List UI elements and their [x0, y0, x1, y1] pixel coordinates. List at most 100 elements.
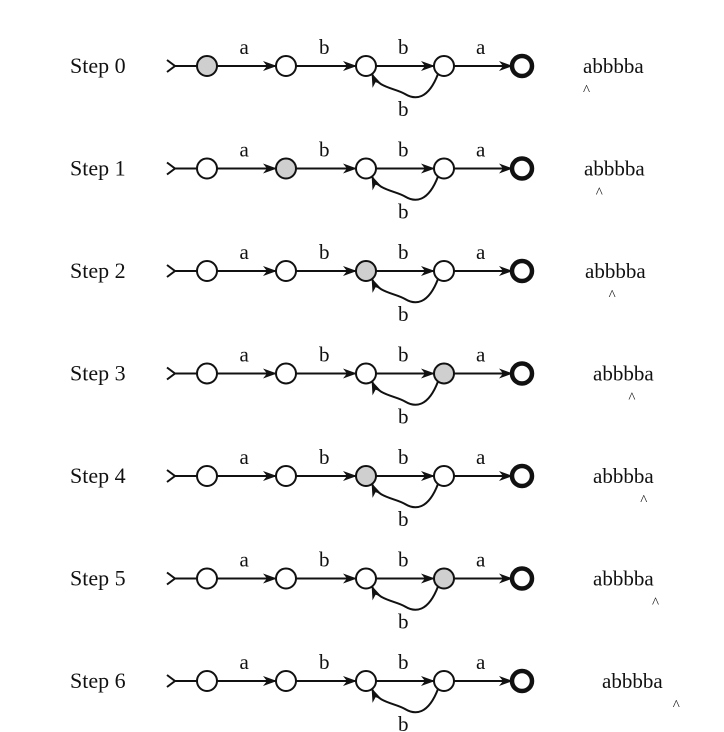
- start-arrow-icon: [166, 161, 177, 176]
- state-circle: [275, 260, 297, 282]
- transition-label: b: [319, 35, 330, 59]
- input-string: abbbba: [583, 54, 644, 78]
- step-label: Step 6: [70, 668, 126, 693]
- state-circle: [275, 55, 297, 77]
- state-circle: [355, 670, 377, 692]
- transition-label: a: [240, 650, 250, 674]
- transition-label: b: [398, 138, 409, 162]
- transition-label: b: [398, 548, 409, 572]
- transition-label: a: [240, 548, 250, 572]
- loop-arrow: [371, 585, 439, 611]
- transition-label: b: [398, 35, 409, 59]
- cursor-caret-icon: ^: [640, 493, 647, 509]
- loop-arrow: [371, 380, 439, 406]
- transition-label: a: [240, 35, 250, 59]
- step-label: Step 4: [70, 463, 126, 488]
- transition-label: a: [240, 240, 250, 264]
- state-circle: [433, 465, 455, 487]
- step-row: Step 2 a b b a b abbbba ^: [70, 240, 646, 326]
- active-state-circle: [355, 465, 377, 487]
- loop-arrow: [371, 73, 439, 99]
- start-arrow-icon: [166, 674, 177, 688]
- active-state-circle: [433, 362, 455, 385]
- start-arrow-icon: [166, 366, 177, 381]
- state-circle: [433, 55, 455, 77]
- transition-label: b: [319, 240, 330, 264]
- step-row: Step 5 a b b a b abbbba ^: [70, 548, 659, 634]
- transition-label: b: [398, 343, 409, 367]
- state-circle: [275, 465, 297, 487]
- transition-label: b: [319, 343, 330, 367]
- cursor-caret-icon: ^: [596, 186, 603, 202]
- step-row: Step 1 a b b a b abbbba ^: [70, 138, 645, 224]
- loop-arrow: [371, 278, 439, 304]
- input-string: abbbba: [593, 464, 654, 488]
- loop-arrow: [371, 175, 439, 201]
- active-state-circle: [196, 55, 218, 77]
- step-label: Step 0: [70, 53, 126, 78]
- step-label: Step 3: [70, 361, 126, 386]
- input-string: abbbba: [593, 567, 654, 591]
- loop-label: b: [398, 302, 409, 326]
- final-state-circle: [509, 668, 535, 694]
- transition-label: a: [240, 445, 250, 469]
- start-arrow-icon: [166, 59, 177, 73]
- transition-label: a: [476, 548, 486, 572]
- start-arrow-icon: [166, 571, 177, 586]
- input-string: abbbba: [593, 362, 654, 386]
- state-circle: [355, 157, 377, 180]
- transition-label: a: [476, 240, 486, 264]
- cursor-caret-icon: ^: [652, 596, 659, 612]
- start-arrow-icon: [166, 264, 177, 278]
- cursor-caret-icon: ^: [583, 83, 590, 99]
- state-circle: [196, 465, 218, 487]
- cursor-caret-icon: ^: [609, 288, 616, 304]
- step-row: Step 6 a b b a b abbbba ^: [70, 650, 680, 732]
- transition-label: b: [319, 138, 330, 162]
- state-circle: [355, 362, 377, 385]
- input-string: abbbba: [602, 669, 663, 693]
- start-arrow-icon: [166, 469, 177, 483]
- state-circle: [433, 670, 455, 692]
- final-state-circle: [509, 258, 535, 284]
- state-circle: [275, 567, 297, 590]
- transition-label: b: [319, 650, 330, 674]
- final-state-circle: [509, 156, 535, 181]
- cursor-caret-icon: ^: [673, 698, 680, 714]
- step-row: Step 4 a b b a b abbbba ^: [70, 445, 654, 531]
- transition-label: a: [476, 138, 486, 162]
- final-state-circle: [509, 361, 535, 386]
- loop-label: b: [398, 97, 409, 121]
- cursor-caret-icon: ^: [628, 391, 635, 407]
- transition-label: b: [398, 650, 409, 674]
- step-row: Step 3 a b b a b abbbba ^: [70, 343, 654, 429]
- step-label: Step 5: [70, 566, 126, 591]
- state-circle: [355, 55, 377, 77]
- input-string: abbbba: [584, 157, 645, 181]
- state-circle: [196, 362, 218, 385]
- transition-label: a: [476, 35, 486, 59]
- loop-label: b: [398, 712, 409, 732]
- final-state-circle: [509, 53, 535, 79]
- state-circle: [196, 260, 218, 282]
- active-state-circle: [275, 157, 297, 180]
- loop-label: b: [398, 507, 409, 531]
- transition-label: b: [319, 445, 330, 469]
- loop-arrow: [371, 688, 439, 714]
- loop-arrow: [371, 483, 439, 509]
- transition-label: a: [240, 138, 250, 162]
- transition-label: a: [240, 343, 250, 367]
- state-circle: [196, 670, 218, 692]
- active-state-circle: [355, 260, 377, 282]
- loop-label: b: [398, 405, 409, 429]
- transition-label: b: [398, 445, 409, 469]
- final-state-circle: [509, 566, 535, 591]
- step-row: Step 0 a b b a b abbbba ^: [70, 35, 644, 121]
- state-circle: [275, 362, 297, 385]
- state-circle: [275, 670, 297, 692]
- state-circle: [355, 567, 377, 590]
- loop-label: b: [398, 610, 409, 634]
- transition-label: b: [319, 548, 330, 572]
